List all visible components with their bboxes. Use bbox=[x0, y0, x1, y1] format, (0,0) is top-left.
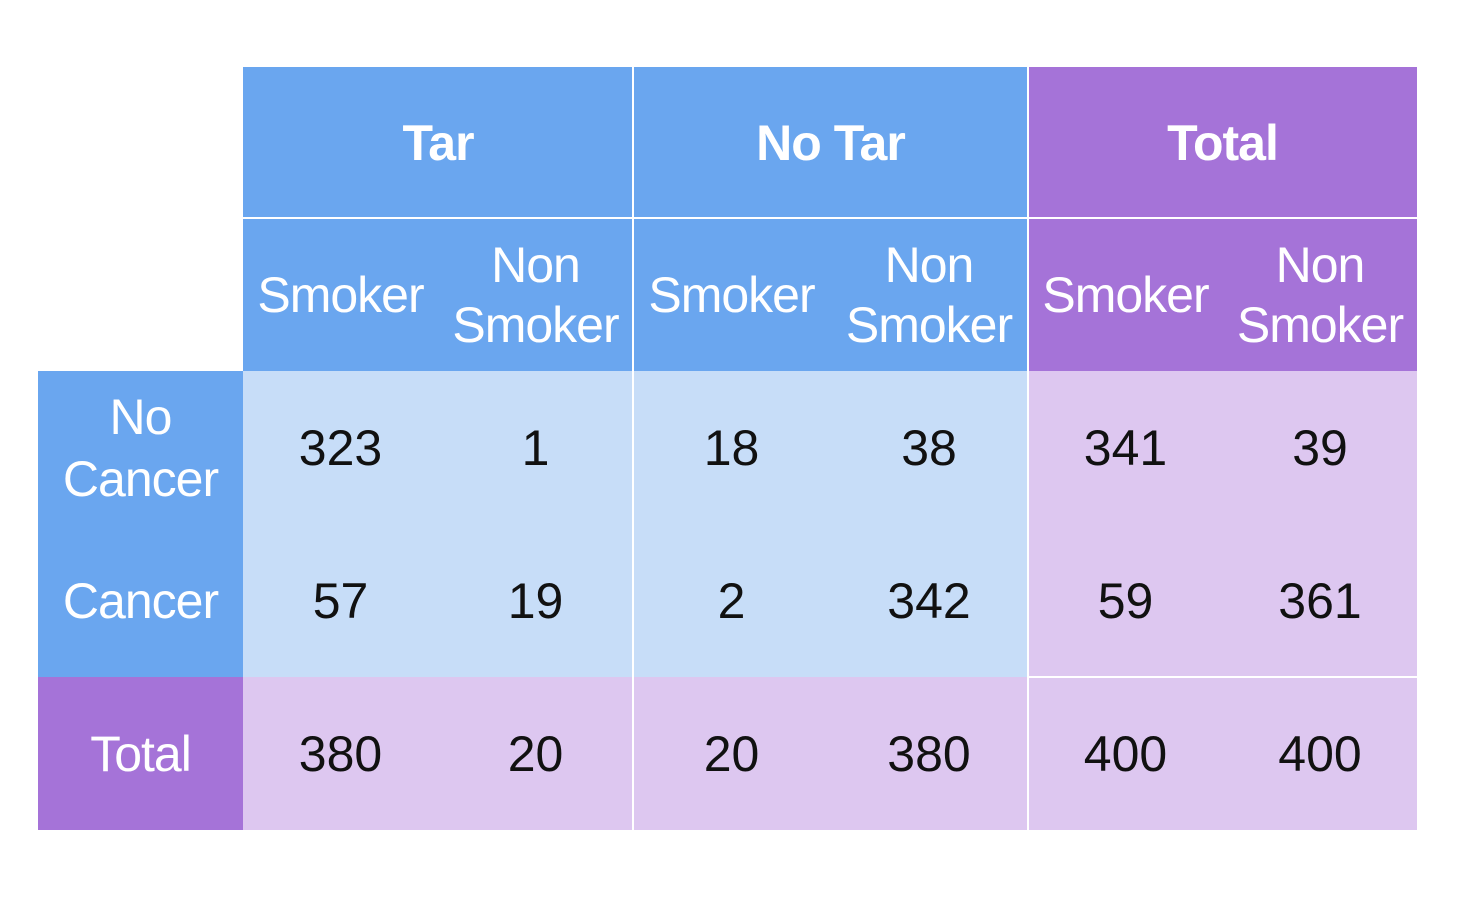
grid-divider bbox=[632, 67, 634, 830]
grid-divider bbox=[243, 217, 1417, 219]
table-cell: 2 bbox=[633, 524, 830, 677]
subheader-total-smoker: Smoker bbox=[1028, 218, 1223, 371]
table-cell: 59 bbox=[1028, 524, 1223, 677]
subheader-no-tar-smoker: Smoker bbox=[633, 218, 830, 371]
table-cell: 400 bbox=[1028, 677, 1223, 830]
group-header-tar: Tar bbox=[243, 67, 633, 218]
table-cell: 38 bbox=[830, 371, 1028, 524]
table-cell: 20 bbox=[633, 677, 830, 830]
group-header-total: Total bbox=[1028, 67, 1417, 218]
table-cell: 323 bbox=[243, 371, 438, 524]
group-header-no-tar: No Tar bbox=[633, 67, 1028, 218]
subheader-tar-smoker: Smoker bbox=[243, 218, 438, 371]
row-header-total: Total bbox=[38, 677, 243, 830]
table-cell: 1 bbox=[438, 371, 633, 524]
table-cell: 18 bbox=[633, 371, 830, 524]
table-cell: 361 bbox=[1223, 524, 1417, 677]
table-cell: 380 bbox=[830, 677, 1028, 830]
table-cell: 19 bbox=[438, 524, 633, 677]
table-cell: 400 bbox=[1223, 677, 1417, 830]
table-cell: 39 bbox=[1223, 371, 1417, 524]
subheader-total-non-smoker: Non Smoker bbox=[1223, 218, 1417, 371]
subheader-no-tar-non-smoker: Non Smoker bbox=[830, 218, 1028, 371]
table-cell: 342 bbox=[830, 524, 1028, 677]
row-header-no-cancer: No Cancer bbox=[38, 371, 243, 524]
table-cell: 341 bbox=[1028, 371, 1223, 524]
grid-divider bbox=[1027, 67, 1029, 830]
row-header-cancer: Cancer bbox=[38, 524, 243, 677]
grid-divider bbox=[1028, 676, 1417, 678]
subheader-tar-non-smoker: Non Smoker bbox=[438, 218, 633, 371]
table-cell: 57 bbox=[243, 524, 438, 677]
table-cell: 20 bbox=[438, 677, 633, 830]
table-cell: 380 bbox=[243, 677, 438, 830]
